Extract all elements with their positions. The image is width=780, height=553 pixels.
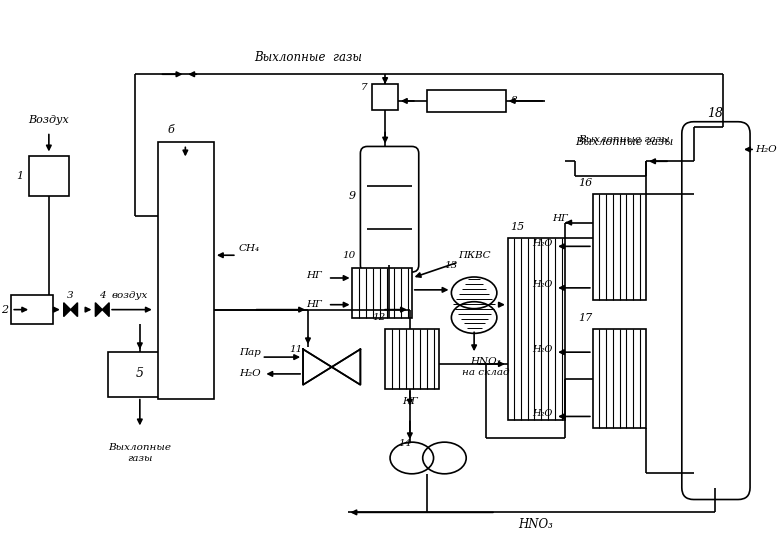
Text: Н₂О: Н₂О xyxy=(755,145,777,154)
Text: б: б xyxy=(168,124,174,134)
Text: Выхлопные  газы: Выхлопные газы xyxy=(254,51,362,64)
Text: ПКВС: ПКВС xyxy=(459,251,491,260)
Text: Воздух: Воздух xyxy=(29,114,69,125)
Text: 3: 3 xyxy=(67,291,74,300)
Polygon shape xyxy=(332,349,360,385)
Text: 8: 8 xyxy=(511,96,517,106)
Polygon shape xyxy=(303,349,331,385)
Text: СН₄: СН₄ xyxy=(239,244,260,253)
Text: Н₂О: Н₂О xyxy=(532,280,552,289)
Text: 10: 10 xyxy=(342,251,356,260)
Polygon shape xyxy=(102,302,109,316)
Text: НNО₃
на склад: НNО₃ на склад xyxy=(463,357,510,377)
Text: НГ: НГ xyxy=(402,397,418,406)
Text: НГ: НГ xyxy=(306,270,322,279)
Bar xyxy=(372,84,398,110)
Text: 1: 1 xyxy=(16,171,23,181)
Bar xyxy=(158,142,214,399)
FancyBboxPatch shape xyxy=(682,122,750,499)
Bar xyxy=(353,268,412,317)
Text: НNО₃: НNО₃ xyxy=(518,518,553,531)
Text: 7: 7 xyxy=(360,82,367,92)
Text: Выхлопные газы: Выхлопные газы xyxy=(576,137,674,147)
Text: 2: 2 xyxy=(2,305,9,315)
Text: 5: 5 xyxy=(136,367,144,380)
Text: Н₂О: Н₂О xyxy=(532,239,552,248)
Text: 14: 14 xyxy=(399,439,412,447)
Text: Выхлопные газы: Выхлопные газы xyxy=(579,135,670,144)
Text: Пар: Пар xyxy=(239,348,261,357)
Text: воздух: воздух xyxy=(112,291,148,300)
Text: 9: 9 xyxy=(349,191,356,201)
Text: Н₂О: Н₂О xyxy=(239,369,261,378)
Text: 17: 17 xyxy=(579,312,593,322)
Bar xyxy=(593,330,646,429)
Text: Выхлопные
газы: Выхлопные газы xyxy=(108,444,172,463)
Text: НГ: НГ xyxy=(306,300,322,309)
Text: Н₂О: Н₂О xyxy=(532,409,552,418)
Polygon shape xyxy=(95,302,102,316)
Polygon shape xyxy=(71,302,77,316)
Bar xyxy=(11,295,53,325)
Text: 18: 18 xyxy=(707,107,723,121)
Text: Н₂О: Н₂О xyxy=(532,345,552,354)
Bar xyxy=(508,238,565,420)
FancyBboxPatch shape xyxy=(360,147,419,272)
Text: 16: 16 xyxy=(579,178,593,188)
Bar xyxy=(108,352,172,397)
Text: 12: 12 xyxy=(372,313,385,322)
Text: 13: 13 xyxy=(445,260,458,270)
Text: 4: 4 xyxy=(99,291,105,300)
Bar xyxy=(29,156,69,196)
Text: НГ: НГ xyxy=(552,214,568,223)
Bar xyxy=(385,330,438,389)
Polygon shape xyxy=(64,302,71,316)
Text: 15: 15 xyxy=(509,222,524,232)
Text: 11: 11 xyxy=(290,345,303,354)
Bar xyxy=(593,194,646,300)
Bar xyxy=(427,90,505,112)
